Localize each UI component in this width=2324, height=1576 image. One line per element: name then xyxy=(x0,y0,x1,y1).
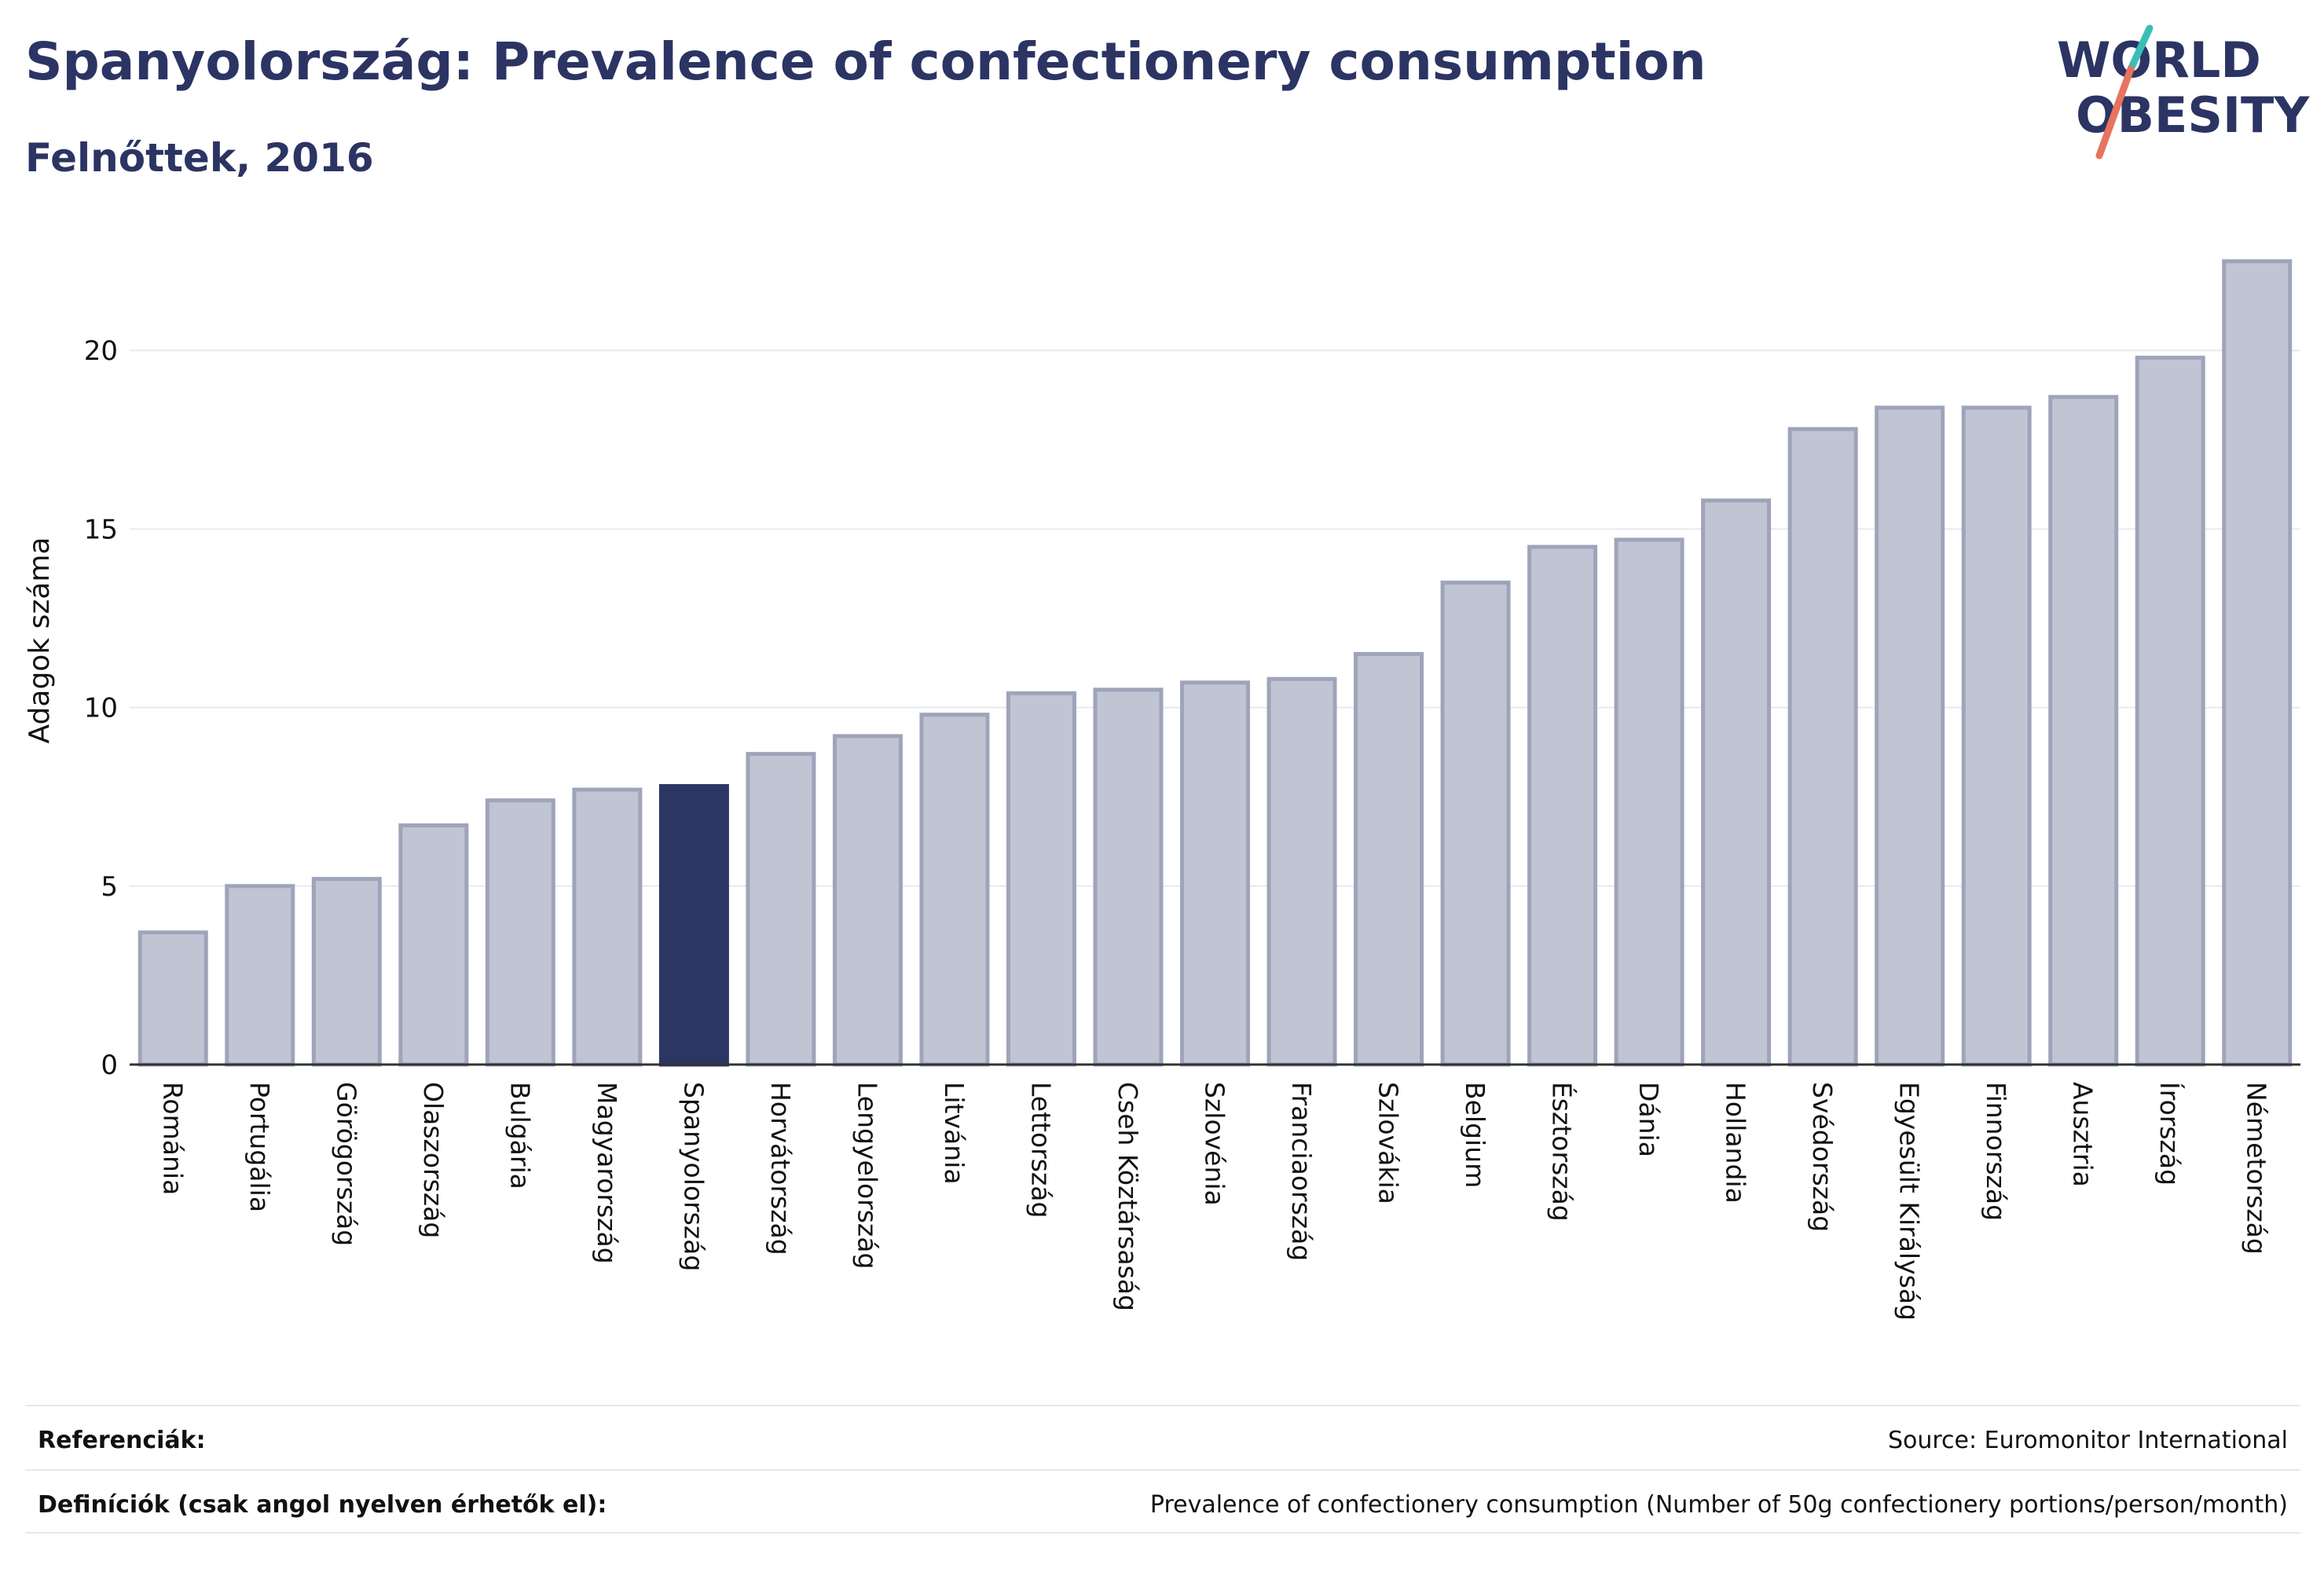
y-axis-label: Adagok száma xyxy=(24,537,56,744)
bar-13 xyxy=(1266,676,1337,1067)
x-tick-label: Cseh Köztársaság xyxy=(1113,1082,1143,1311)
bar-0 xyxy=(137,930,208,1067)
bar-19 xyxy=(1787,427,1858,1067)
x-tick-label: Bulgária xyxy=(504,1082,535,1189)
bar-21 xyxy=(1961,405,2032,1067)
definitions-label: Definíciók (csak angol nyelven érhetők e… xyxy=(38,1491,607,1519)
x-tick-label: Dánia xyxy=(1633,1082,1664,1157)
y-tick-label: 20 xyxy=(84,335,118,367)
bar-10 xyxy=(1006,691,1076,1067)
bar-chart: 0 5 10 15 20 Románia Portugália Görögország Olas… xyxy=(24,259,2300,1321)
world-obesity-logo: WORLD OBESITY xyxy=(2057,24,2310,159)
bar-6 xyxy=(658,784,729,1067)
x-tick-label: Görögország xyxy=(331,1082,361,1246)
bar-12 xyxy=(1180,680,1250,1067)
page-title: Spanyolország: Prevalence of confectione… xyxy=(25,31,1706,92)
y-tick-label: 15 xyxy=(84,514,118,545)
x-tick-label: Szlovákia xyxy=(1373,1082,1404,1204)
bar-14 xyxy=(1354,651,1424,1067)
bar-24 xyxy=(2222,259,2293,1067)
footer-divider xyxy=(25,1532,2300,1534)
x-tick-label: Lettország xyxy=(1025,1082,1056,1218)
axis-layer: 0 5 10 15 20 Románia Portugália Görögország Olas… xyxy=(84,335,2300,1321)
x-tick-label: Portugália xyxy=(244,1082,275,1212)
x-tick-label: Spanyolország xyxy=(678,1082,709,1271)
x-tick-label: Belgium xyxy=(1460,1082,1490,1188)
bar-20 xyxy=(1875,405,1945,1067)
x-tick-label: Finnország xyxy=(1981,1082,2011,1221)
x-tick-label: Horvátország xyxy=(765,1082,796,1255)
x-tick-label: Ausztria xyxy=(2068,1082,2099,1187)
page-subtitle: Felnőttek, 2016 xyxy=(25,135,374,181)
bar-11 xyxy=(1093,687,1164,1067)
bar-22 xyxy=(2048,394,2119,1067)
x-tick-label: Németország xyxy=(2242,1082,2272,1255)
bar-4 xyxy=(485,798,555,1067)
bar-15 xyxy=(1440,581,1511,1067)
x-tick-label: Franciaország xyxy=(1286,1082,1317,1261)
x-tick-label: Lengyelország xyxy=(852,1082,882,1269)
x-tick-label: Írország xyxy=(2154,1082,2186,1186)
bar-16 xyxy=(1527,544,1598,1067)
bar-1 xyxy=(225,884,295,1067)
footer-definitions: Definíciók (csak angol nyelven érhetők e… xyxy=(25,1469,2300,1534)
x-tick-label: Észtország xyxy=(1547,1082,1578,1222)
bar-3 xyxy=(398,823,469,1067)
definitions-value: Prevalence of confectionery consumption … xyxy=(1149,1491,2288,1519)
x-tick-label: Egyesült Királyság xyxy=(1894,1082,1925,1321)
bar-2 xyxy=(311,877,382,1067)
x-tick-label: Románia xyxy=(157,1082,188,1195)
x-tick-label: Svédország xyxy=(1807,1082,1838,1232)
bar-9 xyxy=(919,713,990,1067)
bar-23 xyxy=(2135,355,2205,1067)
footer-references: Referenciák: Source: Euromonitor Interna… xyxy=(25,1405,2300,1469)
y-tick-label: 5 xyxy=(101,871,118,903)
x-tick-label: Hollandia xyxy=(1721,1082,1751,1204)
x-tick-label: Litvánia xyxy=(939,1082,970,1185)
x-tick-label: Magyarország xyxy=(592,1082,622,1264)
references-value: Source: Euromonitor International xyxy=(1887,1427,2288,1454)
references-label: Referenciák: xyxy=(38,1427,206,1454)
logo-slash-teal xyxy=(2127,24,2154,73)
bar-5 xyxy=(572,787,643,1067)
logo-line-1: WORLD xyxy=(2057,31,2261,89)
x-tick-label: Olaszország xyxy=(418,1082,449,1238)
bar-layer xyxy=(137,259,2293,1067)
bar-18 xyxy=(1701,498,1772,1067)
bar-17 xyxy=(1614,537,1684,1067)
bar-8 xyxy=(832,734,903,1067)
bar-7 xyxy=(746,752,816,1067)
logo-slash-coral xyxy=(2095,65,2135,159)
y-tick-label: 10 xyxy=(84,693,118,724)
x-tick-label: Szlovénia xyxy=(1200,1082,1230,1206)
y-tick-label: 0 xyxy=(101,1050,118,1081)
